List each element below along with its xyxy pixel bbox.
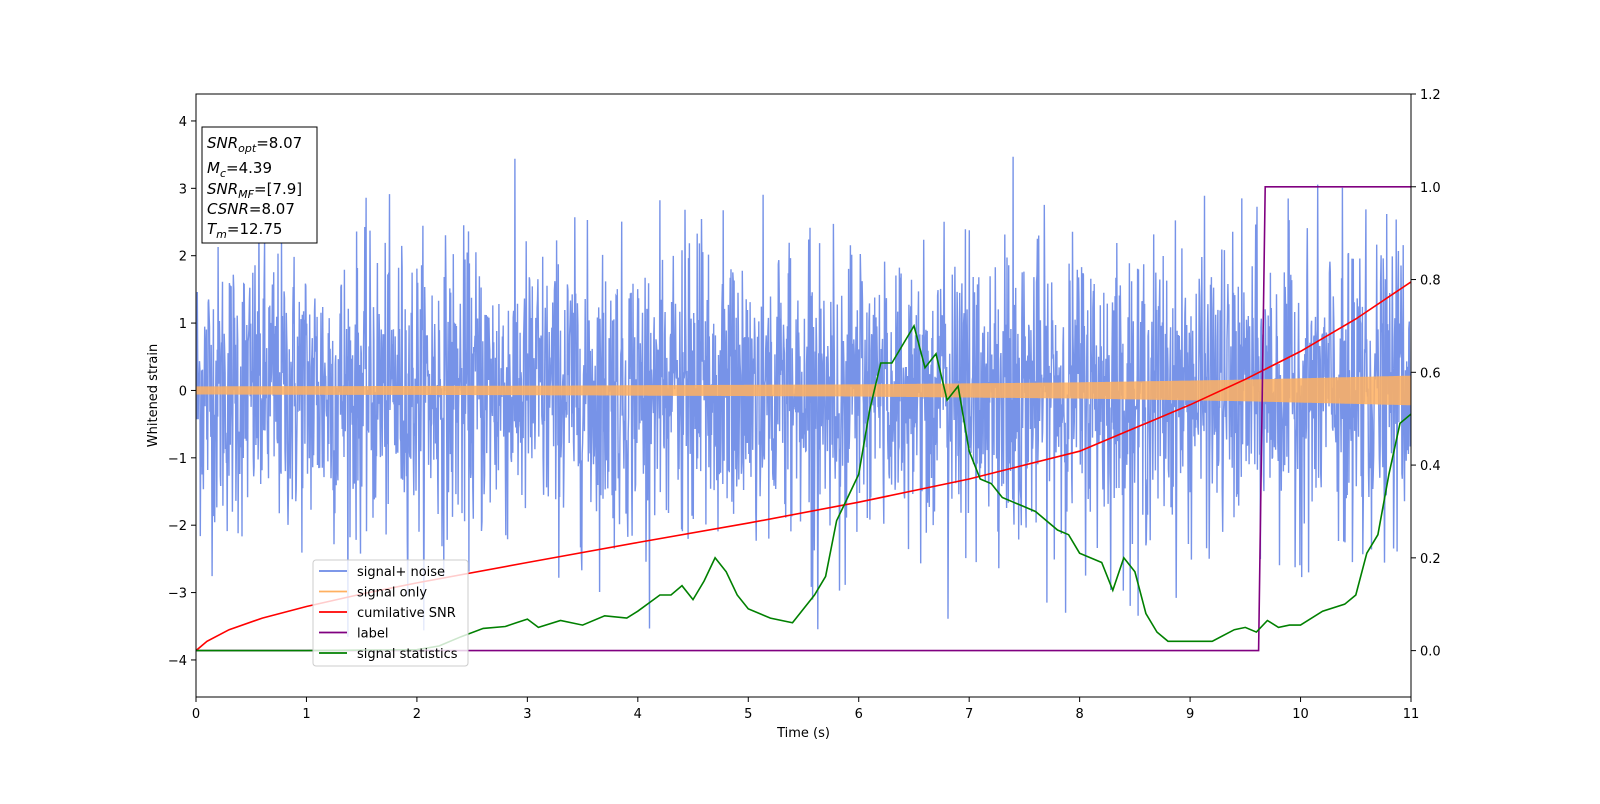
plot-frame	[195, 93, 1412, 698]
y2-tick-label: 0.8	[1420, 274, 1441, 289]
info-line: SNRMF=[7.9]	[207, 180, 302, 201]
x-tick-label: 10	[1292, 707, 1309, 722]
series-label-line	[196, 186, 1411, 652]
x-tick-label: 9	[1186, 707, 1194, 722]
x-tick-label: 2	[413, 707, 421, 722]
info-symbol: SNR	[207, 134, 238, 152]
legend-entry: signal+ noise	[357, 565, 445, 580]
y-axis-right: 1.2 1.0 0.8 0.6 0.4 0.2 0.0	[1411, 88, 1441, 660]
info-subscript: MF	[238, 188, 254, 201]
legend-frame	[312, 559, 469, 667]
legend-entry: signal statistics	[357, 647, 458, 662]
y-tick-label: −4	[168, 654, 187, 669]
info-subscript: m	[216, 228, 227, 241]
legend-entry: label	[357, 627, 388, 642]
info-subscript: opt	[238, 142, 257, 155]
y2-tick-label: 0.0	[1420, 645, 1441, 660]
info-value: =[7.9]	[254, 180, 302, 198]
y-tick-label: 3	[179, 182, 187, 197]
info-line: Tm=12.75	[207, 220, 282, 241]
y2-tick-label: 0.6	[1420, 366, 1441, 381]
info-line: Mc=4.39	[207, 159, 272, 180]
x-tick-label: 3	[523, 707, 531, 722]
x-tick-label: 7	[965, 707, 973, 722]
y-tick-label: −3	[168, 587, 187, 602]
info-value: =4.39	[226, 159, 272, 177]
y-tick-label: −2	[168, 519, 187, 534]
legend-entry: cumilative SNR	[357, 606, 456, 621]
y2-tick-label: 0.4	[1420, 459, 1441, 474]
legend: signal+ noise signal only cumilative SNR la…	[312, 559, 469, 667]
info-symbol: CSNR	[207, 200, 249, 218]
y-tick-label: 4	[179, 115, 187, 130]
info-box: SNRopt=8.07Mc=4.39SNRMF=[7.9]CSNR=8.07Tm…	[201, 126, 318, 244]
x-tick-label: 4	[634, 707, 642, 722]
y2-tick-label: 1.2	[1420, 88, 1441, 103]
y-tick-label: 2	[179, 250, 187, 265]
info-value: =8.07	[256, 134, 302, 152]
y-axis-label: Whitened strain	[146, 344, 161, 447]
info-symbol: SNR	[207, 180, 238, 198]
series-cumilative-snr-line	[196, 281, 1411, 652]
info-symbol: M	[207, 159, 220, 177]
x-axis-label: Time (s)	[776, 726, 830, 741]
y-tick-label: −1	[168, 452, 187, 467]
legend-entry: signal only	[357, 586, 427, 601]
y2-tick-label: 0.2	[1420, 552, 1441, 567]
info-value: =12.75	[227, 220, 283, 238]
series-signal-only-line	[196, 375, 1411, 406]
x-tick-label: 8	[1075, 707, 1083, 722]
info-value: =8.07	[249, 200, 295, 218]
info-box-frame	[201, 126, 318, 244]
info-subscript: c	[220, 167, 226, 180]
y2-tick-label: 1.0	[1420, 181, 1441, 196]
series-signal-statistics-line	[196, 323, 1411, 652]
y-tick-label: 0	[179, 384, 187, 399]
x-tick-label: 1	[302, 707, 310, 722]
y-axis-left: 4 3 2 1 0 −1 −2 −3 −4	[168, 115, 196, 669]
plot-area	[196, 156, 1411, 652]
y-tick-label: 1	[179, 317, 187, 332]
x-tick-label: 0	[192, 707, 200, 722]
x-tick-label: 5	[744, 707, 752, 722]
series-signal-noise-line	[196, 156, 1411, 637]
x-axis: 0 1 2 3 4 5 6 7 8 9 10 11	[192, 697, 1419, 722]
x-tick-label: 11	[1403, 707, 1420, 722]
info-symbol: T	[207, 220, 218, 238]
info-line: SNRopt=8.07	[207, 134, 302, 155]
x-tick-label: 6	[855, 707, 863, 722]
info-line: CSNR=8.07	[207, 200, 295, 218]
